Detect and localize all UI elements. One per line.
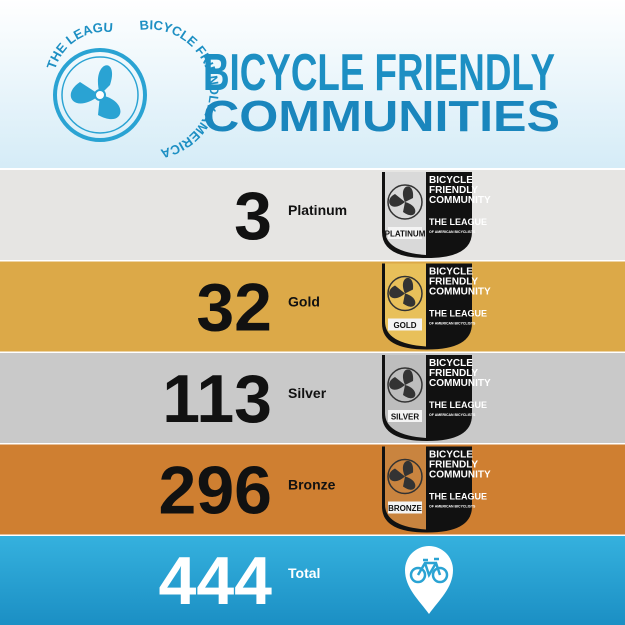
badge-league: THE LEAGUE [429, 400, 487, 410]
badge-line: COMMUNITY [429, 378, 491, 389]
badge-level: PLATINUM [385, 230, 426, 239]
row-bg [0, 353, 625, 443]
badge-league-sub: OF AMERICAN BICYCLISTS [429, 505, 476, 509]
row-label: Platinum [288, 202, 347, 218]
badge-level: SILVER [391, 413, 420, 422]
row-count: 32 [196, 270, 272, 346]
row-count: 113 [162, 361, 272, 437]
badge-line: COMMUNITY [429, 287, 491, 298]
row-count: 3 [234, 178, 272, 254]
total-count: 444 [159, 543, 273, 619]
badge-level: BRONZE [388, 504, 422, 513]
badge-line: BICYCLE [429, 358, 473, 369]
badge-emblem [389, 186, 416, 216]
badge-line: COMMUNITY [429, 470, 491, 481]
badge-level-bg [388, 318, 422, 331]
total-label: Total [288, 565, 320, 581]
bike-frame [416, 557, 442, 579]
badge-line: BICYCLE [429, 175, 473, 186]
badge-wheel [387, 458, 423, 495]
badge-league-sub: OF AMERICAN BICYCLISTS [429, 413, 476, 417]
badge-level: GOLD [393, 321, 416, 330]
title-line1: BICYCLE FRIENDLY [203, 44, 555, 102]
title-line2: COMMUNITIES [203, 92, 560, 141]
badge-emblem [389, 277, 416, 307]
row-label: Bronze [288, 477, 336, 493]
badge-line: FRIENDLY [429, 460, 478, 471]
total-bg [0, 536, 625, 625]
badge-league: THE LEAGUE [429, 492, 487, 502]
badge-league-sub: OF AMERICAN BICYCLISTS [429, 322, 476, 326]
badge-league: THE LEAGUE [429, 217, 487, 227]
badge-emblem [389, 369, 416, 399]
row-bg [0, 261, 625, 352]
badge-league: THE LEAGUE [429, 309, 487, 319]
row-bg [0, 444, 625, 535]
logo [53, 48, 147, 142]
badge-line: FRIENDLY [429, 368, 478, 379]
bike-wheel [409, 566, 427, 584]
badge-wheel [387, 184, 423, 220]
row-label: Gold [288, 294, 320, 310]
badge-level-bg [388, 227, 422, 239]
map-pin [405, 546, 453, 614]
badge-line: COMMUNITY [429, 195, 491, 206]
badge-league-sub: OF AMERICAN BICYCLISTS [429, 230, 476, 234]
badge-line: FRIENDLY [429, 185, 478, 196]
badge-line: BICYCLE [429, 267, 473, 278]
row-bg [0, 170, 625, 260]
badge-wheel [387, 367, 423, 403]
row-label: Silver [288, 385, 327, 401]
row-count: 296 [159, 453, 272, 529]
badge-level-bg [388, 501, 422, 514]
badge-emblem [389, 460, 416, 490]
badge-line: BICYCLE [429, 450, 473, 461]
badge-level-bg [388, 410, 422, 422]
badge-wheel [387, 275, 423, 312]
bike-wheel [431, 566, 449, 584]
badge-line: FRIENDLY [429, 277, 478, 288]
